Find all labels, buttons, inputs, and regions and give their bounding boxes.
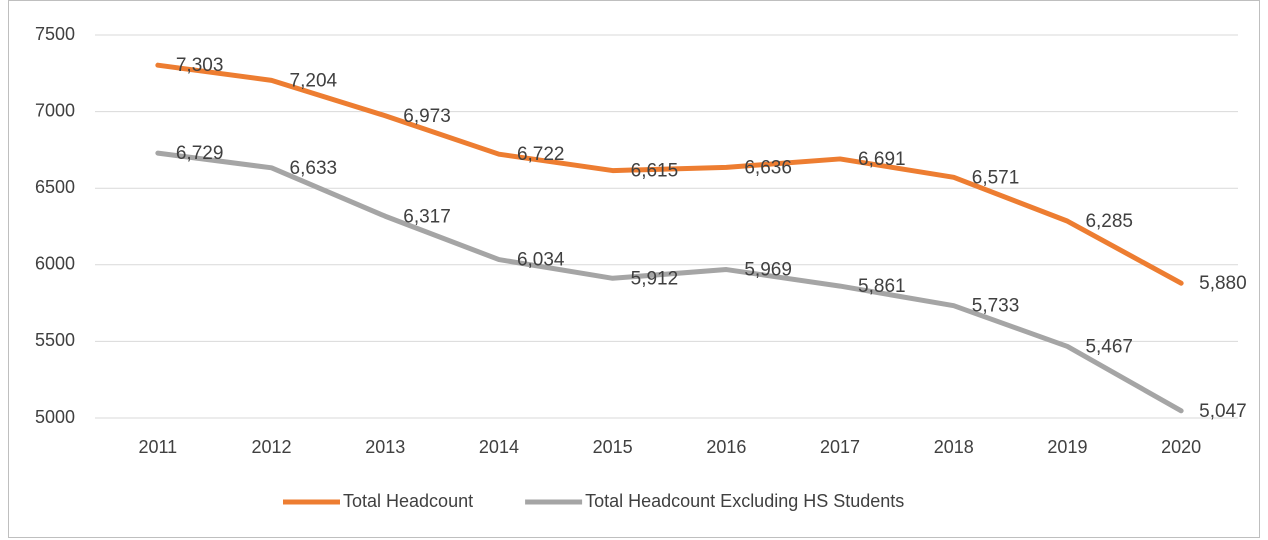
data-label: 7,303 (176, 55, 224, 76)
chart-frame (8, 0, 1260, 538)
data-label: 6,633 (290, 158, 338, 179)
data-label: 6,691 (858, 149, 906, 170)
x-tick-label: 2018 (934, 437, 974, 457)
data-label: 6,034 (517, 250, 565, 271)
data-label: 6,729 (176, 143, 224, 164)
data-label: 5,467 (1085, 336, 1133, 357)
data-label: 5,969 (744, 260, 792, 281)
y-tick-label: 6000 (35, 254, 75, 274)
y-tick-label: 6500 (35, 177, 75, 197)
y-tick-label: 7500 (35, 24, 75, 44)
data-label: 6,285 (1085, 211, 1133, 232)
data-label: 6,317 (403, 206, 451, 227)
data-label: 5,912 (631, 268, 679, 289)
x-tick-label: 2019 (1047, 437, 1087, 457)
data-label: 5,880 (1199, 273, 1247, 294)
data-label: 5,861 (858, 276, 906, 297)
y-tick-label: 5500 (35, 330, 75, 350)
data-label: 5,733 (972, 296, 1020, 317)
x-tick-label: 2015 (593, 437, 633, 457)
data-label: 6,722 (517, 144, 565, 165)
series-line (155, 62, 1184, 286)
data-label: 6,973 (403, 106, 451, 127)
x-tick-label: 2017 (820, 437, 860, 457)
x-tick-label: 2012 (252, 437, 292, 457)
legend-label: Total Headcount (343, 491, 473, 511)
x-tick-label: 2014 (479, 437, 519, 457)
x-tick-label: 2020 (1161, 437, 1201, 457)
data-label: 6,571 (972, 167, 1020, 188)
x-tick-label: 2016 (706, 437, 746, 457)
x-tick-label: 2011 (138, 437, 177, 457)
y-tick-label: 7000 (35, 100, 75, 120)
data-label: 6,615 (631, 161, 679, 182)
y-tick-label: 5000 (35, 407, 75, 427)
x-tick-label: 2013 (365, 437, 405, 457)
data-label: 6,636 (744, 157, 792, 178)
series-line (155, 150, 1184, 414)
data-label: 7,204 (290, 70, 338, 91)
legend-label: Total Headcount Excluding HS Students (585, 491, 904, 511)
data-label: 5,047 (1199, 401, 1247, 422)
